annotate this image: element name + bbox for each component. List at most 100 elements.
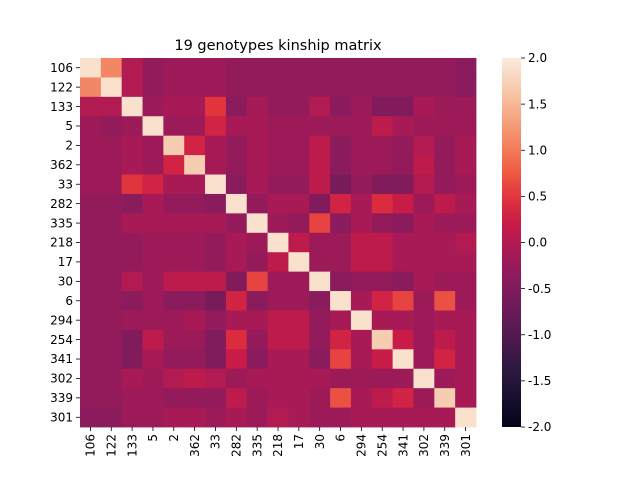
heatmap-cell <box>184 174 206 195</box>
heatmap-cell <box>225 310 248 331</box>
heatmap-cell <box>288 271 310 292</box>
heatmap-cell <box>371 58 394 78</box>
colorbar-tick-label: -1.5 <box>528 374 551 388</box>
heatmap-cell <box>413 388 435 408</box>
heatmap-cell <box>225 329 248 350</box>
heatmap-cell <box>100 349 123 370</box>
heatmap-cell <box>392 155 414 175</box>
heatmap-cell <box>392 232 414 253</box>
heatmap-cell <box>184 135 206 156</box>
column-label: 122 <box>104 434 118 457</box>
heatmap-cell <box>121 77 143 98</box>
heatmap-cell <box>246 407 268 428</box>
heatmap-cell <box>184 58 206 78</box>
heatmap-cell <box>267 310 289 331</box>
heatmap-cell <box>205 213 227 234</box>
heatmap-cell <box>80 388 102 408</box>
column-label: 362 <box>188 434 202 457</box>
heatmap-cell <box>205 329 227 350</box>
heatmap-cell <box>330 349 352 370</box>
heatmap-cell <box>80 232 102 253</box>
heatmap-cell <box>413 252 435 273</box>
heatmap-cell <box>392 349 414 370</box>
heatmap-cell <box>184 271 206 292</box>
heatmap-cell <box>309 310 331 331</box>
row-label: 294 <box>50 313 73 327</box>
colorbar-tick-label: 1.5 <box>528 97 547 111</box>
heatmap-cell <box>142 77 164 98</box>
heatmap-cell <box>413 407 435 428</box>
column-label: 282 <box>230 434 244 457</box>
heatmap-cell <box>288 291 310 311</box>
heatmap-cell <box>205 349 227 370</box>
heatmap-cell <box>455 329 477 350</box>
row-label: 17 <box>58 255 73 269</box>
row-label: 218 <box>50 236 73 250</box>
heatmap-cell <box>350 271 373 292</box>
heatmap-cell <box>434 135 456 156</box>
colorbar-tick-label: -0.5 <box>528 282 551 296</box>
heatmap-cell <box>309 135 331 156</box>
heatmap-cell <box>267 193 289 214</box>
heatmap-cell <box>330 96 352 117</box>
heatmap-cell <box>288 349 310 370</box>
heatmap-cell <box>100 271 123 292</box>
heatmap-cell <box>100 116 123 137</box>
heatmap-cell <box>392 329 414 350</box>
heatmap-cell <box>371 291 394 311</box>
row-label: 339 <box>50 391 73 405</box>
heatmap-cell <box>371 116 394 137</box>
heatmap-cell <box>330 310 352 331</box>
heatmap-cell <box>246 135 268 156</box>
heatmap-cell <box>225 135 248 156</box>
heatmap-cell <box>142 174 164 195</box>
column-label: 294 <box>355 434 369 457</box>
heatmap-cell <box>434 368 456 389</box>
column-label: 341 <box>396 434 410 457</box>
heatmap-cell <box>455 77 477 98</box>
heatmap-cell <box>455 174 477 195</box>
heatmap-cell <box>267 174 289 195</box>
heatmap-cell <box>205 135 227 156</box>
heatmap-cell <box>205 271 227 292</box>
heatmap-cell <box>350 213 373 234</box>
heatmap-cell <box>330 271 352 292</box>
heatmap-cell <box>267 58 289 78</box>
heatmap-cell <box>246 291 268 311</box>
column-label: 301 <box>459 434 473 457</box>
heatmap-cell <box>225 349 248 370</box>
heatmap-cell <box>413 349 435 370</box>
heatmap-cell <box>246 310 268 331</box>
heatmap-cell <box>225 193 248 214</box>
heatmap-cell <box>350 310 373 331</box>
heatmap-cell <box>350 58 373 78</box>
heatmap-cell <box>371 271 394 292</box>
heatmap-cell <box>142 368 164 389</box>
heatmap-cell <box>121 252 143 273</box>
heatmap-cell <box>267 291 289 311</box>
heatmap-cell <box>309 271 331 292</box>
heatmap-cell <box>142 193 164 214</box>
heatmap-cell <box>205 77 227 98</box>
heatmap-cell <box>288 116 310 137</box>
heatmap-cell <box>163 271 185 292</box>
heatmap-cell <box>142 155 164 175</box>
heatmap-cell <box>267 252 289 273</box>
heatmap-cell <box>225 77 248 98</box>
heatmap-cell <box>371 368 394 389</box>
heatmap-cell <box>163 291 185 311</box>
heatmap-cell <box>142 407 164 428</box>
heatmap-cell <box>184 407 206 428</box>
heatmap-cell <box>267 135 289 156</box>
row-label: 335 <box>50 216 73 230</box>
heatmap-cell <box>434 96 456 117</box>
colorbar-tick-label: 0.0 <box>528 236 547 250</box>
heatmap-cell <box>100 388 123 408</box>
heatmap-cell <box>246 174 268 195</box>
heatmap-cell <box>413 329 435 350</box>
row-label: 302 <box>50 372 73 386</box>
heatmap-cell <box>121 271 143 292</box>
heatmap-cell <box>309 96 331 117</box>
heatmap-cell <box>392 135 414 156</box>
heatmap-cell <box>225 252 248 273</box>
